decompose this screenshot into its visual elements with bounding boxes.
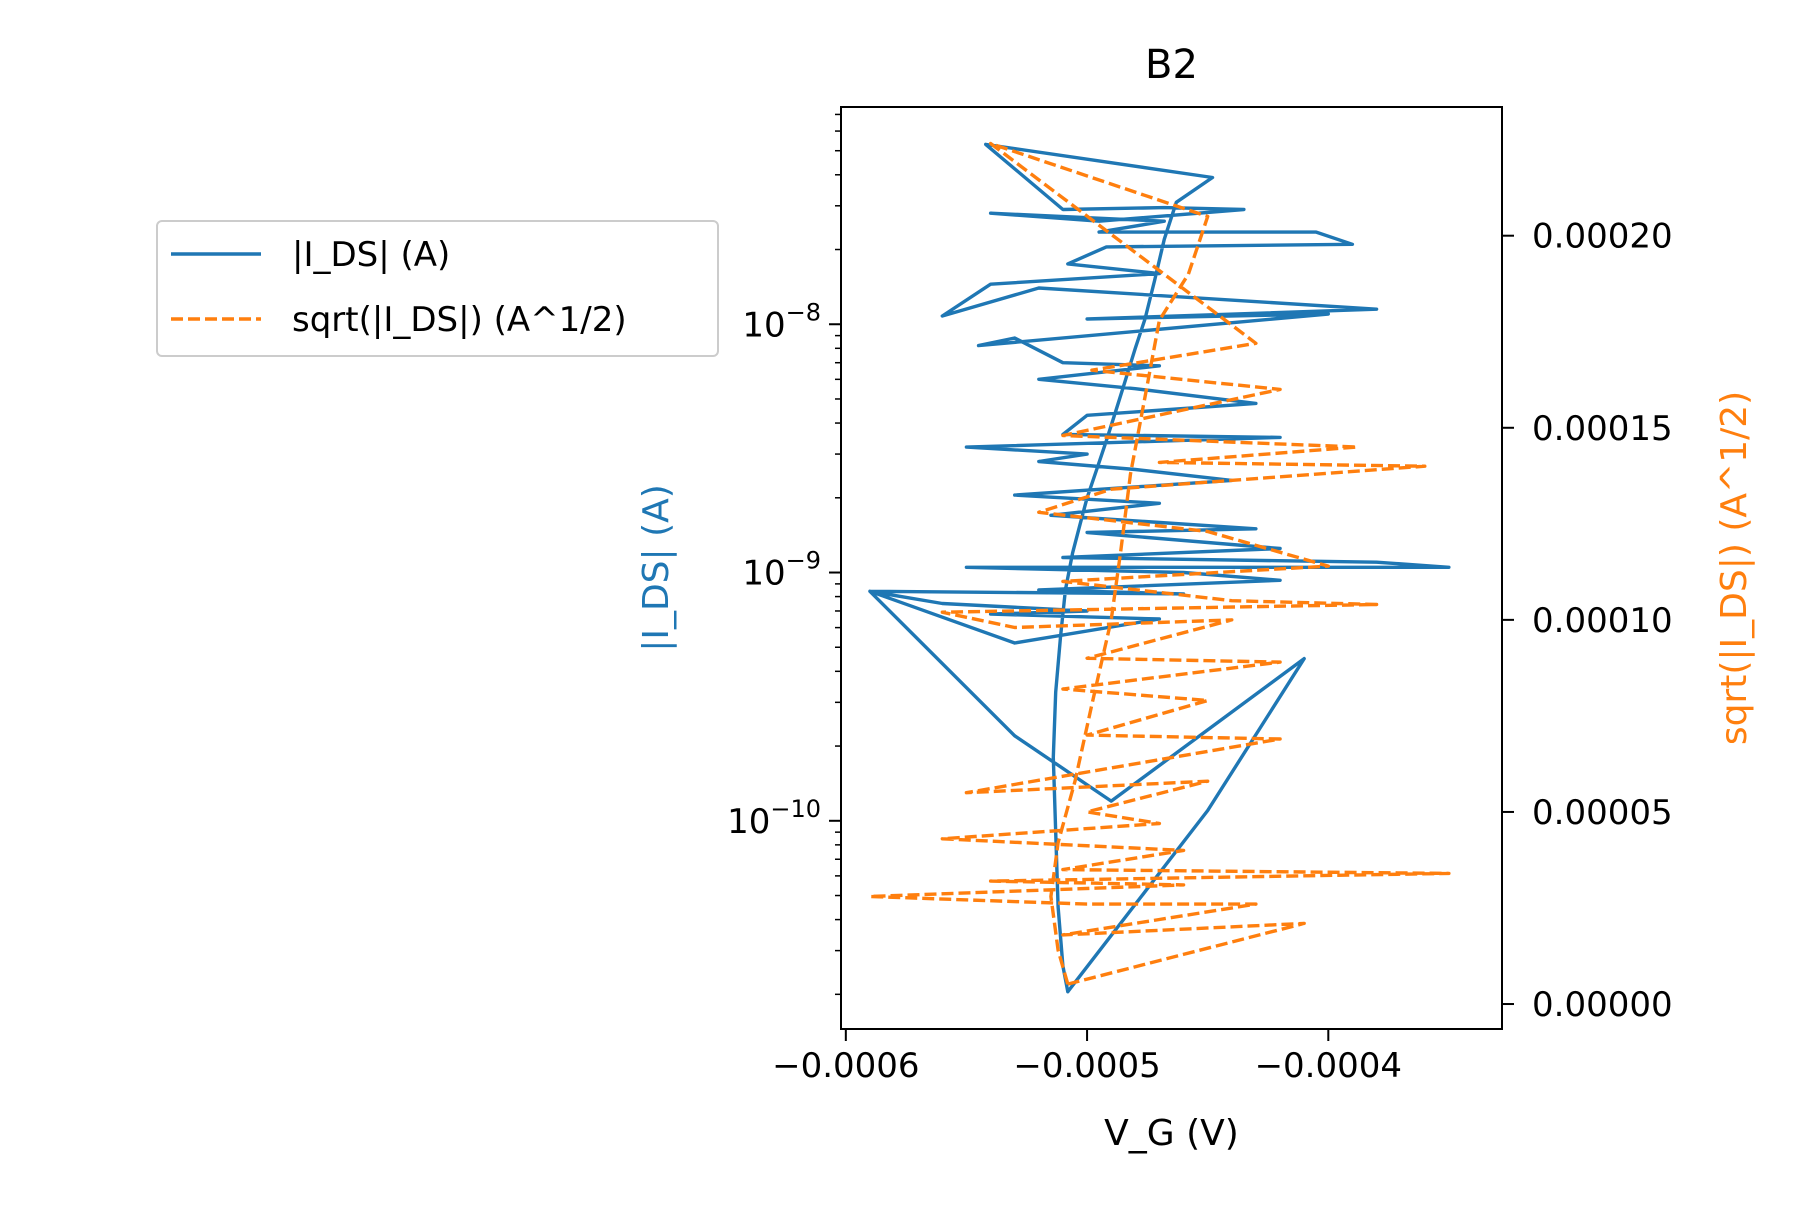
x-axis-label: V_G (V)	[1104, 1113, 1239, 1154]
x-tick-label: −0.0006	[772, 1046, 919, 1086]
plot-frame	[840, 106, 1503, 1030]
y-right-tick-label: 0.00010	[1532, 601, 1673, 641]
legend-box	[156, 220, 719, 357]
y-right-tick-label: 0.00020	[1532, 217, 1673, 257]
y-left-tick-label: 10−9	[742, 547, 821, 594]
series-line-2	[868, 141, 1451, 986]
y-left-tick-label: 10−10	[727, 795, 821, 842]
x-tick-label: −0.0005	[1013, 1046, 1160, 1086]
y-right-tick-label: 0.00000	[1532, 985, 1673, 1025]
chart-title: B2	[1145, 42, 1198, 88]
y-left-axis-label: |I_DS| (A)	[636, 484, 677, 652]
y-right-axis-label: sqrt(|I_DS|) (A^1/2)	[1714, 391, 1755, 745]
legend-label: sqrt(|I_DS|) (A^1/2)	[292, 300, 627, 340]
y-right-tick-label: 0.00015	[1532, 409, 1673, 449]
y-right-tick-label: 0.00005	[1532, 793, 1673, 833]
x-tick-label: −0.0004	[1255, 1046, 1402, 1086]
y-left-tick-label: 10−8	[742, 298, 821, 345]
legend-label: |I_DS| (A)	[292, 235, 450, 275]
